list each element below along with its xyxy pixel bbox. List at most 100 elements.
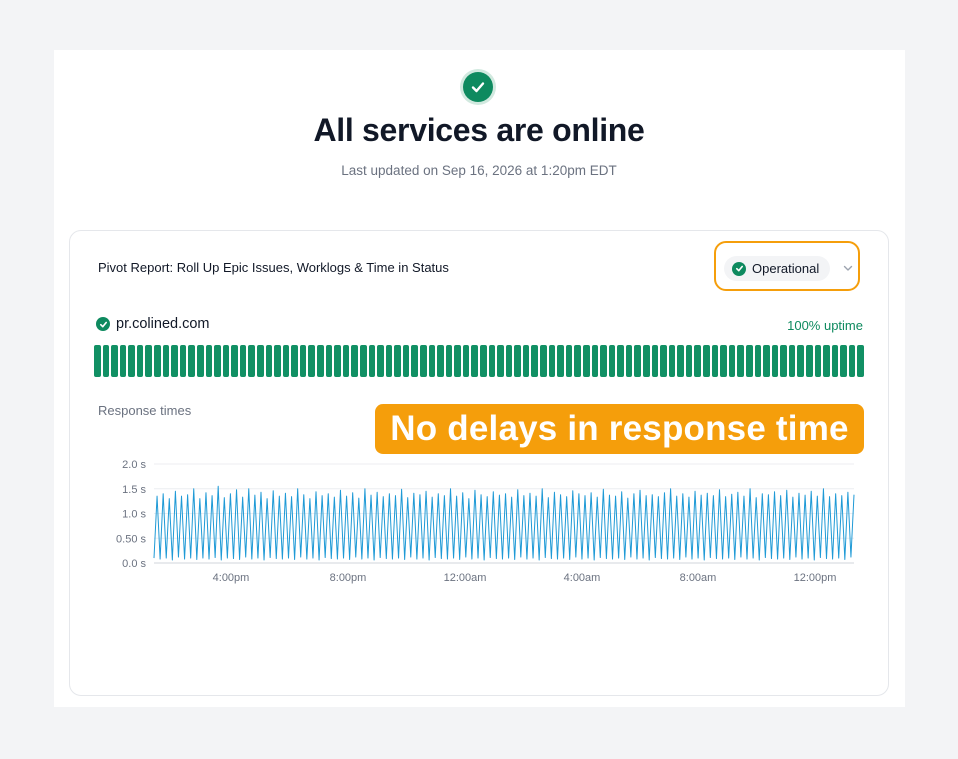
uptime-bar[interactable] bbox=[857, 345, 865, 377]
uptime-bar[interactable] bbox=[651, 345, 659, 377]
uptime-bar[interactable] bbox=[454, 345, 461, 377]
uptime-bar[interactable] bbox=[196, 345, 204, 377]
uptime-bar[interactable] bbox=[214, 345, 221, 377]
uptime-bar[interactable] bbox=[737, 345, 744, 377]
uptime-bar[interactable] bbox=[711, 345, 719, 377]
uptime-bar[interactable] bbox=[94, 345, 101, 377]
uptime-bar[interactable] bbox=[419, 345, 427, 377]
uptime-bar[interactable] bbox=[634, 345, 641, 377]
uptime-bar[interactable] bbox=[102, 345, 110, 377]
uptime-bar[interactable] bbox=[282, 345, 290, 377]
uptime-bar[interactable] bbox=[334, 345, 341, 377]
uptime-bar[interactable] bbox=[308, 345, 316, 377]
uptime-bar[interactable] bbox=[205, 345, 213, 377]
uptime-bar[interactable] bbox=[600, 345, 607, 377]
uptime-bar[interactable] bbox=[385, 345, 393, 377]
uptime-bar[interactable] bbox=[402, 345, 410, 377]
uptime-bar[interactable] bbox=[685, 345, 693, 377]
uptime-bar[interactable] bbox=[703, 345, 710, 377]
uptime-bar[interactable] bbox=[574, 345, 581, 377]
uptime-bar[interactable] bbox=[497, 345, 504, 377]
uptime-bar[interactable] bbox=[840, 345, 847, 377]
uptime-label: 100% uptime bbox=[787, 318, 863, 333]
uptime-bar[interactable] bbox=[514, 345, 521, 377]
uptime-bar[interactable] bbox=[668, 345, 676, 377]
uptime-bar[interactable] bbox=[145, 345, 153, 377]
uptime-bar[interactable] bbox=[771, 345, 779, 377]
uptime-bar[interactable] bbox=[505, 345, 513, 377]
uptime-bar[interactable] bbox=[480, 345, 487, 377]
uptime-bar[interactable] bbox=[814, 345, 822, 377]
uptime-bar[interactable] bbox=[445, 345, 453, 377]
service-group-title: Pivot Report: Roll Up Epic Issues, Workl… bbox=[98, 260, 449, 275]
uptime-bar[interactable] bbox=[797, 345, 804, 377]
chevron-down-icon[interactable] bbox=[841, 261, 855, 275]
uptime-bar[interactable] bbox=[291, 345, 298, 377]
uptime-bar[interactable] bbox=[522, 345, 530, 377]
uptime-bar[interactable] bbox=[222, 345, 230, 377]
uptime-bar[interactable] bbox=[317, 345, 324, 377]
uptime-bar[interactable] bbox=[239, 345, 247, 377]
uptime-bar[interactable] bbox=[728, 345, 736, 377]
uptime-bar[interactable] bbox=[377, 345, 384, 377]
uptime-bar[interactable] bbox=[745, 345, 753, 377]
uptime-bar[interactable] bbox=[179, 345, 187, 377]
uptime-bar[interactable] bbox=[617, 345, 624, 377]
uptime-bar[interactable] bbox=[411, 345, 418, 377]
page-title: All services are online bbox=[313, 112, 645, 148]
uptime-bar[interactable] bbox=[299, 345, 307, 377]
uptime-bar[interactable] bbox=[154, 345, 161, 377]
uptime-bar[interactable] bbox=[643, 345, 650, 377]
uptime-bar[interactable] bbox=[754, 345, 762, 377]
uptime-bar[interactable] bbox=[274, 345, 281, 377]
uptime-bar[interactable] bbox=[565, 345, 573, 377]
uptime-bar[interactable] bbox=[265, 345, 273, 377]
uptime-bar[interactable] bbox=[823, 345, 830, 377]
uptime-bar[interactable] bbox=[188, 345, 195, 377]
uptime-bar[interactable] bbox=[805, 345, 813, 377]
uptime-bar[interactable] bbox=[162, 345, 170, 377]
uptime-bar[interactable] bbox=[780, 345, 787, 377]
y-tick-label: 0.50 s bbox=[116, 533, 146, 545]
uptime-bar[interactable] bbox=[171, 345, 178, 377]
uptime-bar[interactable] bbox=[540, 345, 547, 377]
uptime-bar[interactable] bbox=[557, 345, 564, 377]
uptime-bar[interactable] bbox=[788, 345, 796, 377]
uptime-bar[interactable] bbox=[248, 345, 255, 377]
uptime-bar[interactable] bbox=[231, 345, 238, 377]
uptime-bar[interactable] bbox=[548, 345, 556, 377]
uptime-bar[interactable] bbox=[359, 345, 367, 377]
uptime-bar[interactable] bbox=[342, 345, 350, 377]
uptime-bar[interactable] bbox=[136, 345, 144, 377]
uptime-bar[interactable] bbox=[351, 345, 358, 377]
uptime-bar[interactable] bbox=[608, 345, 616, 377]
uptime-bar[interactable] bbox=[660, 345, 667, 377]
uptime-bar[interactable] bbox=[625, 345, 633, 377]
x-tick-label: 12:00pm bbox=[794, 572, 837, 584]
uptime-bar[interactable] bbox=[694, 345, 702, 377]
uptime-bar[interactable] bbox=[428, 345, 436, 377]
uptime-bar[interactable] bbox=[325, 345, 333, 377]
uptime-bar[interactable] bbox=[488, 345, 496, 377]
uptime-bar[interactable] bbox=[831, 345, 839, 377]
uptime-bar[interactable] bbox=[128, 345, 135, 377]
uptime-bar[interactable] bbox=[531, 345, 539, 377]
uptime-bar[interactable] bbox=[763, 345, 770, 377]
uptime-bar[interactable] bbox=[462, 345, 470, 377]
response-time-line bbox=[153, 485, 855, 561]
uptime-bar[interactable] bbox=[119, 345, 127, 377]
uptime-bar[interactable] bbox=[582, 345, 590, 377]
service-row: pr.colined.com bbox=[96, 316, 210, 332]
uptime-bar[interactable] bbox=[471, 345, 479, 377]
uptime-bar[interactable] bbox=[368, 345, 376, 377]
uptime-bar[interactable] bbox=[848, 345, 856, 377]
uptime-bar[interactable] bbox=[256, 345, 264, 377]
uptime-bar[interactable] bbox=[677, 345, 684, 377]
status-badge[interactable]: Operational bbox=[724, 256, 830, 281]
uptime-bar[interactable] bbox=[394, 345, 401, 377]
uptime-bar[interactable] bbox=[591, 345, 599, 377]
uptime-bar[interactable] bbox=[437, 345, 444, 377]
y-tick-label: 1.0 s bbox=[122, 509, 146, 521]
uptime-bar[interactable] bbox=[720, 345, 727, 377]
uptime-bar[interactable] bbox=[111, 345, 118, 377]
